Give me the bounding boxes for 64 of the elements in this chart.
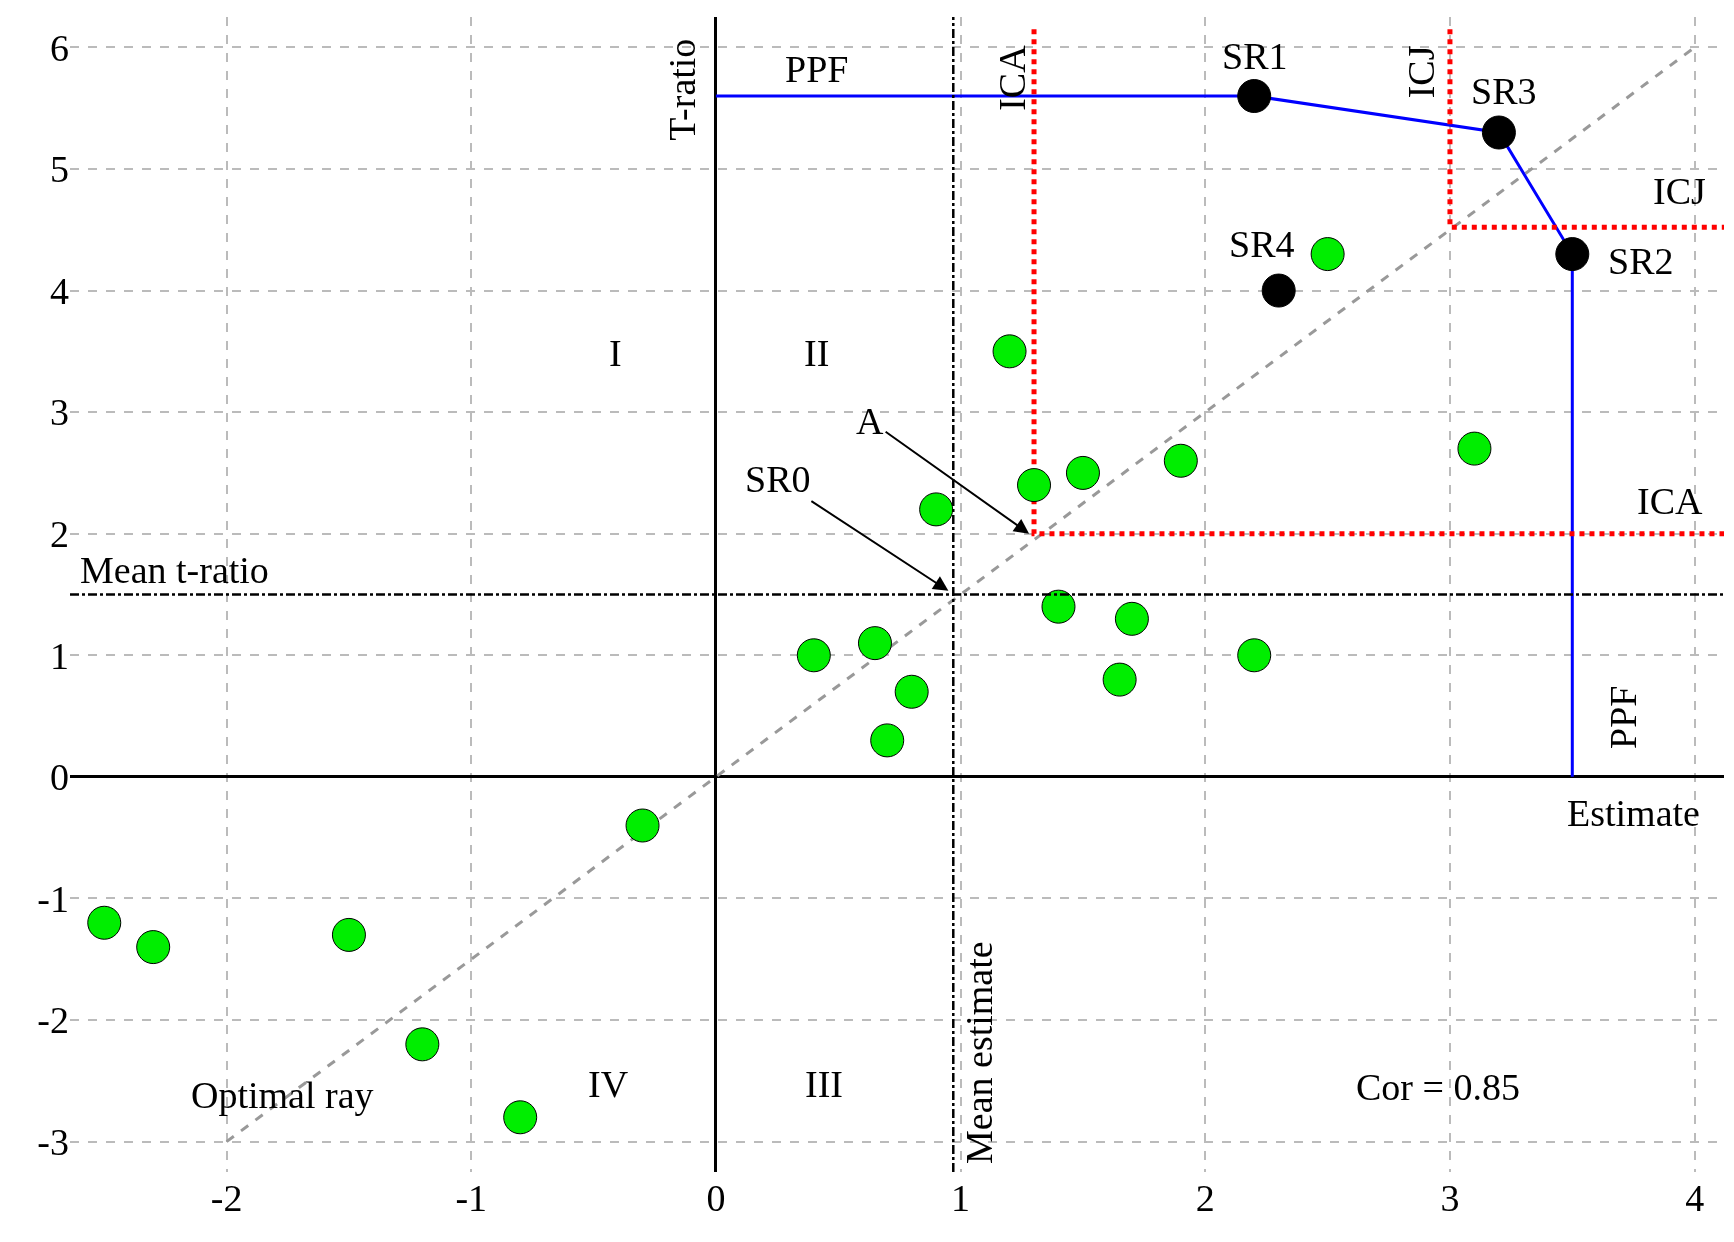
annotation: SR2 (1608, 240, 1674, 282)
annotation: SR0 (745, 458, 811, 500)
annotation: A (856, 400, 884, 442)
point (136, 930, 171, 965)
y-tick-label: 1 (50, 634, 69, 677)
y-tick-label: 0 (50, 756, 69, 799)
point (1163, 443, 1198, 478)
point (87, 905, 122, 940)
x-tick-label: 0 (706, 1177, 726, 1219)
point (1237, 638, 1272, 673)
point (1102, 662, 1137, 697)
annotation: PPF (1602, 685, 1645, 749)
annotation: ICA (1637, 480, 1703, 522)
ref-line-label: Mean t-ratio (80, 549, 269, 591)
point (1481, 115, 1516, 150)
x-tick-label: 2 (1195, 1177, 1215, 1219)
x-tick-label: 3 (1440, 1177, 1460, 1219)
point (919, 492, 954, 527)
y-tick-label: 5 (50, 148, 69, 191)
ref-line-label: Mean estimate (957, 941, 1000, 1165)
x-tick-label: 4 (1685, 1177, 1705, 1219)
point (857, 626, 892, 661)
y-tick-label: 3 (50, 391, 69, 434)
annotation: I (609, 332, 622, 374)
point (1555, 237, 1590, 272)
point (1065, 455, 1100, 490)
annotation: SR3 (1471, 70, 1537, 112)
x-tick-label: -2 (210, 1177, 243, 1219)
x-tick-label: -1 (455, 1177, 488, 1219)
point (405, 1027, 440, 1062)
annotation: Optimal ray (191, 1074, 374, 1116)
point (1261, 273, 1296, 308)
y-tick-label: -3 (37, 1120, 69, 1163)
point (992, 334, 1027, 369)
annotation: III (805, 1063, 843, 1105)
y-tick-label: 4 (50, 269, 69, 312)
point (331, 917, 366, 952)
annotation: ICA (991, 44, 1034, 111)
point (1310, 237, 1345, 272)
point (1041, 589, 1076, 624)
x-tick-label: 1 (951, 1177, 971, 1219)
annotation: PPF (785, 48, 849, 90)
annotation: Estimate (1567, 792, 1700, 834)
point (1114, 601, 1149, 636)
annotation: ICJ (1399, 45, 1442, 99)
y-tick-label: 6 (50, 26, 69, 69)
point (894, 674, 929, 709)
y-tick-label: -1 (37, 877, 69, 920)
annotation: IV (588, 1063, 629, 1105)
annotation: ICJ (1653, 170, 1706, 212)
y-tick-label: 2 (50, 513, 69, 556)
point (1017, 468, 1052, 503)
point (625, 808, 660, 843)
annotation: SR4 (1229, 223, 1295, 265)
point (870, 723, 905, 758)
point (1457, 431, 1492, 466)
annotation: Cor = 0.85 (1356, 1066, 1520, 1108)
annotation: SR1 (1222, 35, 1288, 77)
point (1237, 79, 1272, 114)
annotation: II (804, 332, 830, 374)
annotation: T-ratio (660, 38, 703, 141)
point (503, 1100, 538, 1135)
point (796, 638, 831, 673)
y-tick-label: -2 (37, 999, 69, 1042)
